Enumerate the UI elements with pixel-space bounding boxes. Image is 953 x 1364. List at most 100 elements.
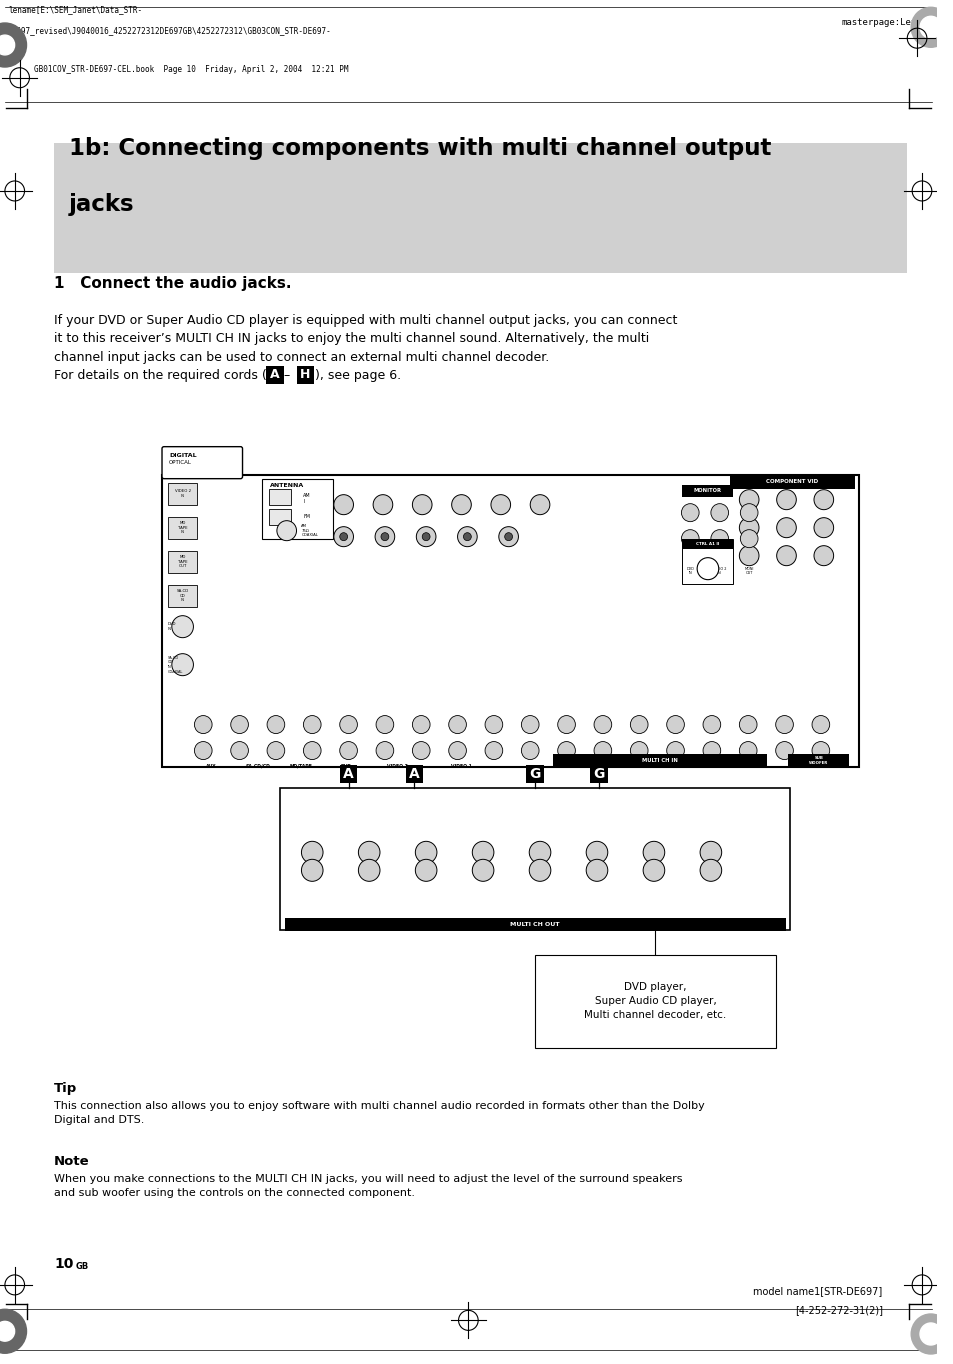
Bar [54, 143, 906, 273]
Circle shape [457, 527, 476, 547]
Circle shape [504, 533, 512, 540]
Circle shape [415, 859, 436, 881]
Circle shape [339, 742, 357, 760]
Text: Note: Note [54, 1155, 90, 1169]
Circle shape [739, 490, 759, 510]
Text: MONITOR: MONITOR [693, 488, 721, 494]
Circle shape [630, 716, 647, 734]
Circle shape [0, 23, 27, 67]
Circle shape [775, 742, 793, 760]
Circle shape [375, 527, 395, 547]
Circle shape [412, 716, 430, 734]
Circle shape [451, 495, 471, 514]
Bar [535, 955, 775, 1048]
Circle shape [498, 527, 517, 547]
Text: GB01COV_STR-DE697-CEL.book  Page 10  Friday, April 2, 2004  12:21 PM: GB01COV_STR-DE697-CEL.book Page 10 Frida… [34, 64, 349, 74]
Text: DVD
IN: DVD IN [168, 622, 176, 632]
Circle shape [422, 533, 430, 540]
Text: ), see page 6.: ), see page 6. [314, 370, 401, 382]
Text: channel input jacks can be used to connect an external multi channel decoder.: channel input jacks can be used to conne… [54, 351, 549, 364]
Circle shape [530, 495, 549, 514]
Circle shape [484, 716, 502, 734]
Text: COMPONENT VID: COMPONENT VID [765, 479, 818, 484]
Bar [787, 753, 848, 768]
Bar [729, 475, 854, 488]
Circle shape [339, 533, 347, 540]
Text: MD/TAPE: MD/TAPE [290, 764, 313, 768]
Bar [552, 753, 766, 768]
Circle shape [375, 742, 394, 760]
Text: 1b: Connecting components with multi channel output: 1b: Connecting components with multi cha… [69, 136, 770, 160]
Text: –: – [283, 370, 290, 382]
Circle shape [231, 716, 248, 734]
Circle shape [919, 16, 941, 38]
Circle shape [463, 533, 471, 540]
Circle shape [630, 742, 647, 760]
Text: 10: 10 [54, 1258, 73, 1271]
Circle shape [0, 35, 14, 55]
Text: FM: FM [303, 514, 310, 520]
Circle shape [558, 742, 575, 760]
Bar [168, 551, 197, 573]
Circle shape [700, 859, 720, 881]
Text: DVD
IN: DVD IN [685, 566, 694, 576]
Text: DVD: DVD [340, 764, 352, 768]
Text: DE697_revised\J9040016_4252272312DE697GB\4252272312\GB03CON_STR-DE697-: DE697_revised\J9040016_4252272312DE697GB… [8, 26, 332, 35]
Text: Tip: Tip [54, 1082, 77, 1095]
Circle shape [194, 716, 212, 734]
Circle shape [585, 842, 607, 863]
Circle shape [472, 859, 494, 881]
Circle shape [194, 742, 212, 760]
Circle shape [358, 859, 379, 881]
Text: VIDEO 2
IN: VIDEO 2 IN [174, 490, 191, 498]
Circle shape [740, 503, 758, 521]
Text: MD
TAPE
IN: MD TAPE IN [177, 521, 187, 535]
Circle shape [334, 495, 354, 514]
Bar [168, 585, 197, 607]
Circle shape [811, 742, 829, 760]
Circle shape [448, 742, 466, 760]
Text: [4-252-272-31(2)]: [4-252-272-31(2)] [794, 1305, 882, 1315]
Circle shape [301, 842, 323, 863]
Circle shape [529, 842, 550, 863]
Circle shape [680, 529, 699, 548]
Text: DVD player,
Super Audio CD player,
Multi channel decoder, etc.: DVD player, Super Audio CD player, Multi… [583, 982, 726, 1020]
FancyBboxPatch shape [162, 446, 242, 479]
Circle shape [303, 742, 321, 760]
Text: A: A [343, 767, 354, 782]
Text: This connection also allows you to enjoy software with multi channel audio recor: This connection also allows you to enjoy… [54, 1101, 704, 1125]
Circle shape [739, 742, 757, 760]
Text: MULTI CH OUT: MULTI CH OUT [510, 922, 559, 928]
Bar [681, 484, 733, 496]
Bar [284, 918, 784, 932]
Circle shape [0, 1309, 27, 1353]
Text: SUB
WOOFER: SUB WOOFER [808, 756, 827, 765]
Circle shape [710, 503, 728, 521]
Circle shape [642, 859, 664, 881]
Text: A: A [270, 368, 279, 381]
Circle shape [739, 716, 757, 734]
Text: OPTICAL: OPTICAL [169, 460, 192, 465]
Circle shape [680, 503, 699, 521]
Circle shape [594, 716, 611, 734]
Circle shape [334, 527, 354, 547]
Text: 1   Connect the audio jacks.: 1 Connect the audio jacks. [54, 276, 292, 291]
Circle shape [375, 716, 394, 734]
Circle shape [0, 1322, 14, 1341]
Circle shape [558, 716, 575, 734]
Text: MD
TAPE
OUT: MD TAPE OUT [177, 555, 187, 569]
Text: AM
I: AM I [303, 494, 311, 505]
Bar [262, 479, 333, 539]
Circle shape [491, 495, 510, 514]
Circle shape [697, 558, 718, 580]
Circle shape [775, 716, 793, 734]
Bar [279, 788, 790, 930]
Circle shape [301, 859, 323, 881]
Circle shape [529, 859, 550, 881]
Circle shape [521, 742, 538, 760]
Circle shape [521, 716, 538, 734]
Circle shape [276, 521, 296, 540]
Circle shape [448, 716, 466, 734]
Circle shape [373, 495, 393, 514]
Text: lename[E:\SEM_Janet\Data_STR-: lename[E:\SEM_Janet\Data_STR- [8, 4, 142, 14]
